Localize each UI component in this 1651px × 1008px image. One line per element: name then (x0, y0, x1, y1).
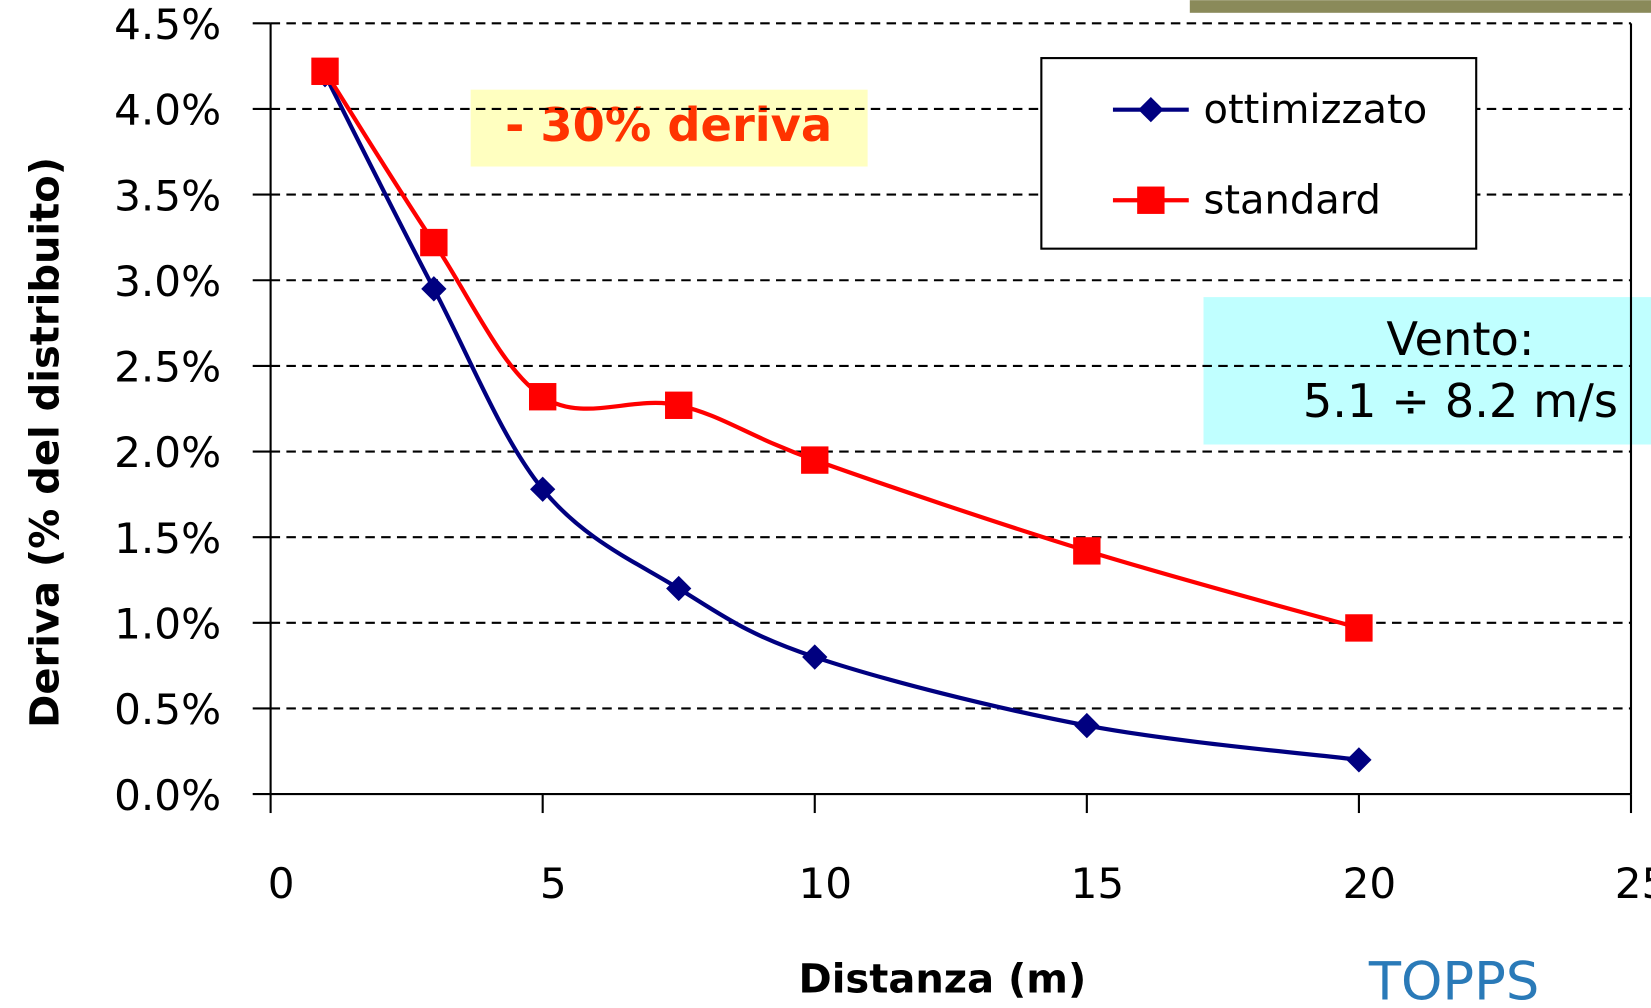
marker (1073, 537, 1101, 565)
marker (1074, 712, 1100, 739)
marker (1137, 186, 1165, 214)
legend-label: standard (1204, 177, 1381, 223)
annotation: Vento: (1386, 312, 1534, 366)
y-axis-title: Deriva (% del distribuito) (22, 157, 68, 728)
x-tick-label: 10 (798, 859, 852, 908)
x-tick-label: 15 (1071, 859, 1125, 908)
marker (420, 228, 448, 257)
marker (1346, 747, 1372, 773)
marker (1345, 614, 1373, 642)
y-tick-label: 2.5% (114, 343, 221, 392)
annotation-box (470, 89, 868, 167)
marker (311, 57, 339, 85)
marker (1138, 97, 1164, 123)
y-tick-label: 2.0% (114, 428, 221, 477)
annotation: - 30% deriva (505, 98, 832, 152)
x-tick-label: 20 (1343, 859, 1397, 908)
y-tick-label: 3.5% (114, 171, 221, 220)
y-tick-label: 4.5% (114, 0, 221, 49)
marker (421, 276, 447, 302)
marker (802, 644, 828, 670)
y-tick-label: 0.5% (114, 685, 221, 734)
y-tick-label: 4.0% (114, 86, 221, 135)
marker (530, 476, 556, 502)
x-tick-label: 5 (540, 859, 567, 908)
marker (666, 575, 692, 602)
annotation: 5.1 ÷ 8.2 m/s (1303, 374, 1618, 428)
y-tick-label: 1.5% (114, 514, 221, 563)
legend-box (1040, 57, 1478, 250)
x-tick-label: 25 (1615, 859, 1651, 908)
y-tick-label: 1.0% (114, 600, 221, 649)
marker (665, 391, 693, 419)
legend-label: ottimizzato (1204, 87, 1428, 133)
marker (528, 383, 557, 411)
logo: TOPPS (1368, 951, 1539, 1008)
plot-area: 0.0% 0.5% 1.0% 1.5% 2.0% 2.5% 3.0% 3.5% 4.0% 4.5%… (114, 0, 1651, 908)
annotation-box (1203, 297, 1651, 445)
x-axis-title: Distanza (m) (798, 957, 1086, 1003)
photo-corner (1189, 0, 1651, 13)
marker (801, 446, 829, 474)
y-tick-label: 3.0% (114, 257, 221, 306)
x-tick-label: 0 (268, 859, 295, 908)
y-tick-label: 0.0% (114, 771, 221, 820)
